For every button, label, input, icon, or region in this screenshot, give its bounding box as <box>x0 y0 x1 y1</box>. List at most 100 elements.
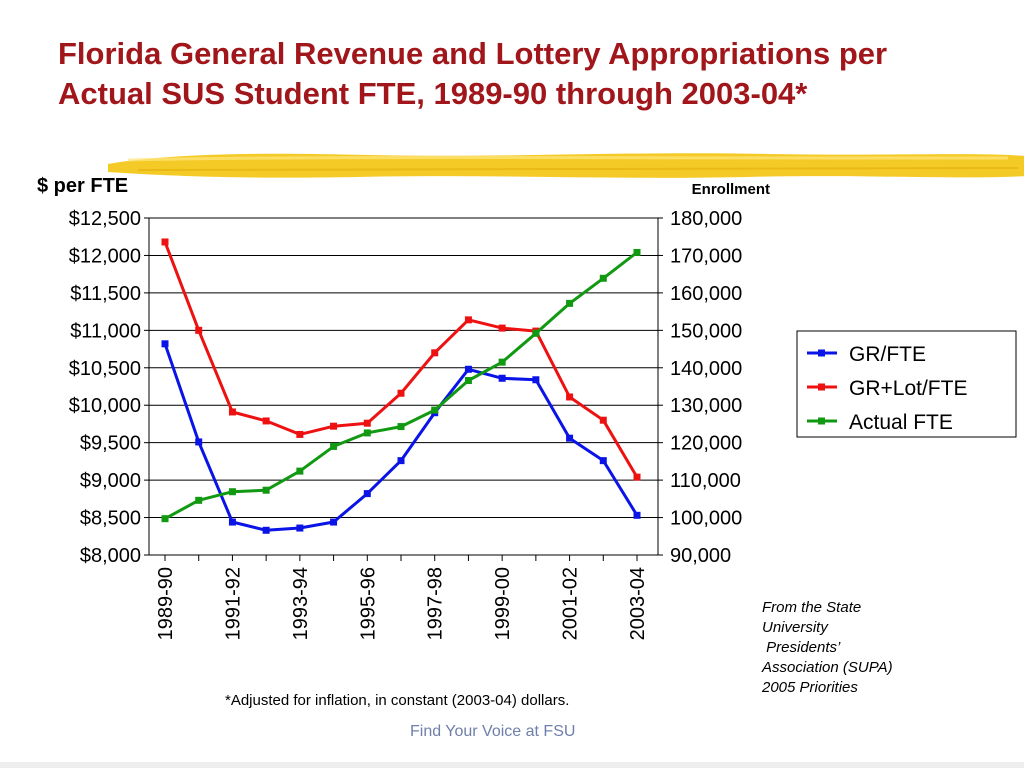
y-left-tick-label: $10,500 <box>69 358 141 380</box>
y-right-tick-label: 90,000 <box>670 545 731 567</box>
data-point-gr-lot-fte <box>296 430 304 438</box>
data-point-actual-fte <box>363 429 371 437</box>
data-point-actual-fte <box>464 377 472 385</box>
legend: GR/FTE GR+Lot/FTE Actual FTE <box>796 330 1017 438</box>
y-right-tick-label: 110,000 <box>670 470 741 492</box>
data-point-gr-fte <box>498 374 506 382</box>
y-left-tick-label: $12,000 <box>69 245 141 267</box>
y-left-tick-label: $10,000 <box>69 395 141 417</box>
data-point-gr-fte <box>228 518 236 526</box>
data-point-gr-fte <box>161 340 169 348</box>
data-point-gr-lot-fte <box>431 349 439 357</box>
data-point-gr-fte <box>330 518 338 526</box>
data-point-gr-lot-fte <box>330 422 338 430</box>
y-left-tick-labels: $8,000 $8,500 $9,000 $9,500 $10,000 $10,500 $1… <box>69 208 141 567</box>
title-line-1: Florida General Revenue and Lottery Appr… <box>58 36 888 71</box>
x-tick-labels: 1989-90 1991-92 1993-94 1995-96 1997-98 1999-… <box>155 555 649 640</box>
data-point-actual-fte <box>431 406 439 414</box>
data-point-actual-fte <box>330 442 338 450</box>
data-point-gr-lot-fte <box>397 389 405 397</box>
data-point-gr-fte <box>397 457 405 465</box>
y-right-tick-label: 140,000 <box>670 358 742 380</box>
slide-title: Florida General Revenue and Lottery Appr… <box>58 34 998 114</box>
x-tick-label: 1993-94 <box>290 567 312 640</box>
data-point-actual-fte <box>566 299 574 307</box>
data-point-actual-fte <box>228 488 236 496</box>
legend-marker-gr-fte <box>818 349 825 357</box>
data-point-gr-fte <box>532 376 540 384</box>
left-axis-title: $ per FTE <box>37 175 128 197</box>
title-line-2: Actual SUS Student FTE, 1989-90 through … <box>58 76 808 111</box>
legend-marker-actual-fte <box>818 417 825 425</box>
tagline: Find Your Voice at FSU <box>410 723 576 740</box>
y-left-tick-label: $8,500 <box>80 508 141 530</box>
y-right-tick-label: 160,000 <box>670 283 742 305</box>
legend-label-gr-fte: GR/FTE <box>849 343 926 366</box>
y-left-tick-label: $9,000 <box>80 470 141 492</box>
data-point-gr-fte <box>296 524 304 532</box>
plot-area-border <box>148 217 659 556</box>
x-tick-label: 1999-00 <box>492 567 514 640</box>
highlighter-stroke <box>108 153 1024 178</box>
x-tick-label: 2003-04 <box>627 567 649 640</box>
data-point-gr-lot-fte <box>363 419 371 427</box>
footnote: *Adjusted for inflation, in constant (20… <box>225 692 570 709</box>
data-point-actual-fte <box>532 329 540 337</box>
source-line: Presidents’ <box>762 639 841 656</box>
data-point-gr-lot-fte <box>566 393 574 401</box>
y-right-tick-label: 150,000 <box>670 320 742 342</box>
data-point-gr-lot-fte <box>498 324 506 332</box>
y-left-tick-label: $12,500 <box>69 208 141 230</box>
data-point-actual-fte <box>262 486 270 494</box>
data-point-gr-lot-fte <box>633 473 641 481</box>
chart: $ per FTE Enrollment $8,000$8,500$9,000$… <box>37 175 1017 640</box>
y-left-tick-label: $9,500 <box>80 433 141 455</box>
data-point-gr-fte <box>262 526 270 534</box>
x-tick-label: 1997-98 <box>425 567 447 640</box>
data-point-actual-fte <box>195 496 203 504</box>
data-point-gr-fte <box>566 434 574 442</box>
bottom-rule <box>0 762 1024 768</box>
y-left-tick-label: $11,500 <box>70 283 141 305</box>
series-line-gr-lot-fte <box>163 241 639 478</box>
legend-label-actual-fte: Actual FTE <box>849 411 953 434</box>
y-left-tick-label: $11,000 <box>70 320 141 342</box>
y-right-tick-labels: 90,000 100,000 110,000 120,000 130,000 140,00… <box>670 208 742 567</box>
y-right-tick-label: 100,000 <box>670 508 742 530</box>
data-point-actual-fte <box>498 358 506 366</box>
data-point-actual-fte <box>296 467 304 475</box>
data-point-gr-lot-fte <box>464 316 472 324</box>
series-line-actual-fte <box>164 251 638 521</box>
source-line: University <box>762 619 828 636</box>
data-point-gr-fte <box>599 457 607 465</box>
data-point-gr-fte <box>363 490 371 498</box>
data-point-gr-lot-fte <box>161 238 169 246</box>
source-note: From the State University Presidents’ As… <box>762 598 893 698</box>
y-right-tick-label: 180,000 <box>670 208 742 230</box>
y-right-tick-label: 130,000 <box>670 395 742 417</box>
y-right-tick-label: 170,000 <box>670 245 742 267</box>
data-point-actual-fte <box>599 274 607 282</box>
right-axis-title: Enrollment <box>692 181 770 198</box>
data-point-gr-lot-fte <box>195 326 203 334</box>
data-point-gr-fte <box>195 438 203 446</box>
data-point-gr-lot-fte <box>262 417 270 425</box>
series-layer <box>161 238 641 534</box>
source-line: From the State <box>762 599 862 616</box>
grid-lines <box>144 217 663 556</box>
data-point-actual-fte <box>633 248 641 256</box>
y-right-tick-label: 120,000 <box>670 433 742 455</box>
x-tick-label: 1995-96 <box>357 567 379 640</box>
data-point-actual-fte <box>397 423 405 431</box>
source-line: Association (SUPA) <box>762 659 893 676</box>
data-point-gr-fte <box>633 511 641 519</box>
y-left-tick-label: $8,000 <box>80 545 141 567</box>
source-line: 2005 Priorities <box>762 679 858 696</box>
data-point-gr-lot-fte <box>599 416 607 424</box>
data-point-actual-fte <box>161 515 169 523</box>
legend-marker-gr-lot-fte <box>818 383 825 391</box>
data-point-gr-fte <box>464 365 472 373</box>
legend-label-gr-lot-fte: GR+Lot/FTE <box>849 377 967 400</box>
x-tick-label: 2001-02 <box>560 567 582 640</box>
x-tick-label: 1991-92 <box>222 567 244 640</box>
